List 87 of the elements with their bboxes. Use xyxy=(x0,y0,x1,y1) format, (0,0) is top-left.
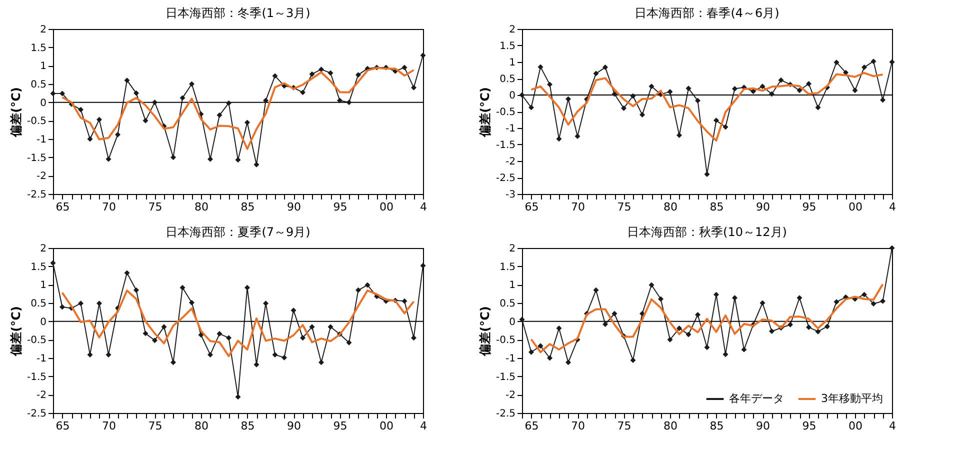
x-tick-label: 75 xyxy=(148,420,162,432)
y-tick-label: 1 xyxy=(40,61,46,72)
x-tick-label: 70 xyxy=(571,200,585,214)
y-tick-label: -2.5 xyxy=(26,190,46,200)
y-tick-label: -1.5 xyxy=(496,140,516,151)
legend-label: 3年移動平均 xyxy=(821,392,883,405)
y-tick-label: 0.5 xyxy=(500,74,516,85)
y-tick-label: 1 xyxy=(40,280,46,292)
y-tick-label: -1 xyxy=(506,124,516,134)
x-tick-label: 00 xyxy=(380,420,394,432)
y-tick-label: -2.5 xyxy=(496,173,516,184)
y-tick-label: -0.5 xyxy=(496,335,516,346)
y-tick-label: -0.5 xyxy=(26,116,46,128)
x-tick-label: 90 xyxy=(756,420,770,432)
x-tick-label: 75 xyxy=(617,420,632,432)
chart-title: 日本海西部：秋季(10～12月) xyxy=(627,225,787,239)
y-axis-title: 偏差(°C) xyxy=(8,87,23,138)
y-tick-label: -2.5 xyxy=(496,408,516,420)
y-tick-label: -1.5 xyxy=(26,372,46,383)
x-tick-label: 80 xyxy=(664,420,678,432)
x-tick-label: 75 xyxy=(617,200,632,214)
y-tick-label: 0 xyxy=(40,316,46,328)
y-tick-label: 1.5 xyxy=(500,262,516,273)
x-tick-label: 75 xyxy=(148,200,162,214)
y-axis-title: 偏差(°C) xyxy=(478,87,492,138)
y-tick-label: -2 xyxy=(36,390,46,402)
x-tick-label: 65 xyxy=(56,420,70,432)
x-tick-label: 4 xyxy=(420,200,427,214)
legend-label: 各年データ xyxy=(729,392,784,405)
x-tick-label: 00 xyxy=(848,200,862,214)
y-tick-label: -1 xyxy=(36,134,46,146)
y-tick-label: 2 xyxy=(40,244,46,254)
y-tick-label: 0.5 xyxy=(500,298,516,310)
x-tick-label: 95 xyxy=(333,200,348,214)
y-tick-label: 0 xyxy=(40,98,46,109)
x-tick-label: 4 xyxy=(889,420,896,432)
x-tick-label: 85 xyxy=(710,420,724,432)
x-tick-label: 95 xyxy=(333,420,348,432)
y-tick-label: -1.5 xyxy=(26,152,46,164)
x-tick-label: 4 xyxy=(420,420,427,432)
y-tick-label: -0.5 xyxy=(496,107,516,118)
x-tick-label: 70 xyxy=(102,420,116,432)
y-tick-label: 1.5 xyxy=(500,41,516,52)
x-tick-label: 70 xyxy=(571,420,585,432)
x-tick-label: 90 xyxy=(287,420,301,432)
y-tick-label: 2 xyxy=(509,244,516,254)
y-axis-title: 偏差(°C) xyxy=(8,306,23,357)
x-tick-label: 85 xyxy=(240,200,255,214)
y-tick-label: 0 xyxy=(509,90,516,102)
x-tick-label: 4 xyxy=(889,200,896,214)
y-tick-label: 1.5 xyxy=(30,262,46,273)
y-tick-label: 2 xyxy=(40,24,46,36)
chart-title: 日本海西部：冬季(1～3月) xyxy=(166,6,310,20)
y-tick-label: 2 xyxy=(509,24,516,36)
x-tick-label: 70 xyxy=(102,200,116,214)
x-tick-label: 00 xyxy=(848,420,862,432)
y-tick-label: -2.5 xyxy=(26,408,46,420)
y-tick-label: 0.5 xyxy=(30,80,46,90)
x-tick-label: 90 xyxy=(756,200,770,214)
x-tick-label: 85 xyxy=(710,200,724,214)
x-tick-label: 95 xyxy=(802,200,816,214)
x-tick-label: 90 xyxy=(287,200,301,214)
x-tick-label: 80 xyxy=(664,200,678,214)
y-tick-label: 1 xyxy=(509,280,516,292)
x-tick-label: 95 xyxy=(802,420,816,432)
x-tick-label: 80 xyxy=(194,420,208,432)
y-tick-label: -3 xyxy=(506,190,516,200)
chart-title: 日本海西部：夏季(7～9月) xyxy=(166,225,310,239)
x-tick-label: 00 xyxy=(380,200,394,214)
x-tick-label: 65 xyxy=(56,200,70,214)
y-tick-label: -2 xyxy=(506,390,516,402)
y-tick-label: 1 xyxy=(509,58,516,68)
x-tick-label: 85 xyxy=(240,420,255,432)
x-tick-label: 80 xyxy=(194,200,208,214)
y-tick-label: -1 xyxy=(506,354,516,364)
y-tick-label: -1.5 xyxy=(496,372,516,383)
y-tick-label: 0.5 xyxy=(30,298,46,310)
y-tick-label: -2 xyxy=(36,171,46,182)
x-tick-label: 65 xyxy=(524,200,539,214)
y-axis-title: 偏差(°C) xyxy=(478,306,492,357)
chart-title: 日本海西部：春季(4～6月) xyxy=(634,6,780,20)
y-tick-label: -2 xyxy=(506,156,516,168)
y-tick-label: -1 xyxy=(36,354,46,364)
y-tick-label: 1.5 xyxy=(30,42,46,54)
y-tick-label: -0.5 xyxy=(26,335,46,346)
y-tick-label: 0 xyxy=(509,316,516,328)
x-tick-label: 65 xyxy=(524,420,539,432)
